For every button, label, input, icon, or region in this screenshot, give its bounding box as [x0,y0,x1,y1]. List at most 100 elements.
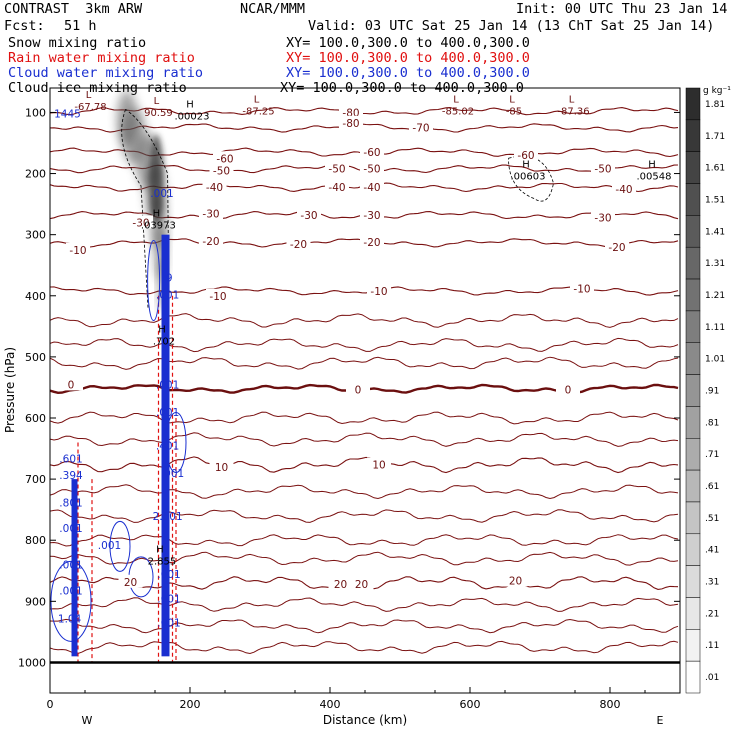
theta-contour [50,551,679,566]
low-marker: L [509,95,515,106]
temp-label: -40 [615,184,632,196]
y-tick-label: 300 [25,229,46,242]
temp-label-bg [409,120,433,134]
temp-label-bg [129,215,153,229]
temp-label: -40 [363,182,380,194]
colorbar-label: .01 [705,673,719,683]
high-marker: H [522,159,530,170]
temp-label-bg [286,236,311,250]
temp-label-bg [325,161,349,175]
extremum-value: .00548 [637,171,672,182]
colorbar-label: .91 [705,387,719,397]
temp-label-bg [591,161,615,175]
temp-label: -40 [328,182,345,194]
temp-label: 10 [372,459,385,471]
temp-label-bg [328,577,353,591]
temp-label: -80 [342,118,359,130]
colorbar-swatch [685,374,701,407]
y-axis-title: Pressure (hPa) [3,347,17,433]
y-tick-label: 100 [25,106,46,119]
temp-label-bg [118,574,143,588]
temp-label: -60 [363,147,380,159]
theta-contour [50,337,679,353]
temp-label-bg [346,382,370,396]
extremum-value: .00603 [511,171,546,182]
temp-label-bg [514,148,538,162]
temp-label: -50 [213,166,230,178]
east-label: E [657,714,664,727]
colorbar-label: 1.21 [705,291,725,301]
mixing-ratio-label: .001 [157,569,180,581]
colorbar-swatch [685,660,701,694]
colorbar-label: 1.71 [705,132,725,142]
cloud-water-column [71,479,78,657]
forecast-hour: 51 h [64,18,97,34]
x-tick-label: 600 [460,698,481,711]
colorbar-swatch [685,151,701,184]
temp-label: -20 [363,237,380,249]
temp-label-bg [339,115,363,129]
temp-label: 20 [334,579,347,591]
temp-label: 0 [68,379,75,391]
temp-label-bg [209,459,234,473]
temp-label: -10 [370,286,387,298]
colorbar-swatch [685,215,701,248]
init-time: Init: 00 UTC Thu 23 Jan 14 [516,1,728,17]
temp-label: -30 [132,217,149,229]
temp-label: 10 [215,462,228,474]
colorbar-swatch [685,469,701,503]
extremum-value: .702 [153,336,175,347]
mixing-ratio-label: .001 [59,523,82,535]
temp-label: -10 [69,245,86,257]
temp-label-bg [605,239,629,253]
theta-contour [50,618,679,634]
colorbar-swatch [685,438,701,471]
mixing-ratio-label: .001 [161,468,184,480]
high-marker: H [186,100,194,111]
temp-label-bg [349,577,374,591]
temp-label: -20 [202,236,219,248]
cloud-water-contour [109,520,131,572]
high-marker: H [156,544,164,555]
colorbar-swatch [685,597,701,630]
mixing-ratio-label: .401 [156,441,179,453]
field-snow-name: Snow mixing ratio [8,35,147,51]
y-tick-label: 800 [25,534,46,547]
low-marker: L [154,96,160,107]
colorbar-swatch [685,310,701,343]
colorbar-label: 1.61 [705,164,725,174]
colorbar-swatch [685,278,701,312]
mixing-ratio-label: .001 [150,188,173,200]
isotherm-10 [50,456,679,474]
temp-label: -30 [363,210,380,222]
temp-label: -70 [412,123,429,135]
extremum-value: -85 [506,107,522,118]
field-cloudwater-xy: XY= 100.0,300.0 to 400.0,300.0 [286,65,530,81]
mixing-ratio-label: 1445 [54,109,81,121]
colorbar-label: 1.11 [705,323,725,333]
colorbar-label: .71 [705,450,719,460]
colorbar-label: .51 [705,514,719,524]
theta-contour [50,597,679,612]
colorbar-label: .11 [705,641,719,651]
temp-label-bg [202,180,227,193]
temp-label: 20 [509,576,522,588]
ice-outline [121,109,170,309]
mixing-ratio-label: .001 [156,407,179,419]
colorbar-swatch [685,406,701,439]
extremum-value: .00023 [175,112,210,123]
cloud-water-contour [165,411,187,473]
temp-label-bg [570,281,594,295]
temp-label-bg [199,206,223,220]
temp-label: 0 [565,384,572,396]
temp-label: -50 [328,164,345,176]
temp-label-bg [360,145,384,159]
snow-shading-core [149,134,164,225]
isotherm--80 [50,107,679,116]
colorbar-label: .81 [705,418,719,428]
y-tick-label: 200 [25,168,46,181]
extremum-value: -85.02 [442,107,474,118]
temp-label: -30 [202,208,219,220]
mixing-ratio-label: .001 [156,379,179,391]
